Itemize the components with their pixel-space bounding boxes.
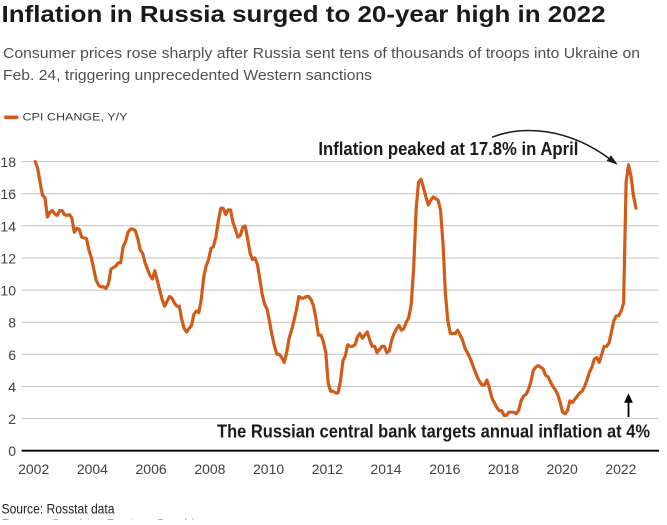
svg-text:2002: 2002 [18,461,49,477]
svg-text:2: 2 [8,411,16,427]
svg-text:The Russian central bank targe: The Russian central bank targets annual … [217,421,650,442]
svg-text:Inflation peaked at 17.8% in A: Inflation peaked at 17.8% in April [318,138,578,159]
svg-text:2020: 2020 [547,461,578,477]
svg-text:4: 4 [8,379,16,395]
svg-text:12: 12 [0,251,16,267]
svg-text:CPI CHANGE, Y/Y: CPI CHANGE, Y/Y [23,111,129,123]
svg-text:14: 14 [0,218,16,234]
svg-text:2012: 2012 [312,461,343,477]
svg-text:16: 16 [0,186,16,202]
svg-text:Feb. 24, triggering unpreceden: Feb. 24, triggering unprecedented Wester… [3,68,372,84]
svg-text:2022: 2022 [605,461,636,477]
svg-text:8: 8 [8,315,16,331]
svg-text:0: 0 [8,443,16,459]
svg-text:6: 6 [8,347,16,363]
svg-text:2010: 2010 [253,461,284,477]
svg-text:Consumer prices rose sharply a: Consumer prices rose sharply after Russi… [3,46,640,62]
svg-text:2008: 2008 [194,461,225,477]
svg-text:2018: 2018 [488,461,519,477]
svg-text:2006: 2006 [136,461,167,477]
svg-text:2016: 2016 [429,461,460,477]
svg-text:Reuters Graphics Reuters Graph: Reuters Graphics Reuters Graphics [2,516,208,520]
svg-text:2014: 2014 [370,461,401,477]
svg-text:18: 18 [0,154,16,170]
svg-text:Source: Rosstat data: Source: Rosstat data [2,502,115,517]
svg-text:Inflation in Russia surged to: Inflation in Russia surged to 20-year hi… [2,1,606,27]
svg-text:2004: 2004 [77,461,108,477]
svg-text:10: 10 [0,283,16,299]
